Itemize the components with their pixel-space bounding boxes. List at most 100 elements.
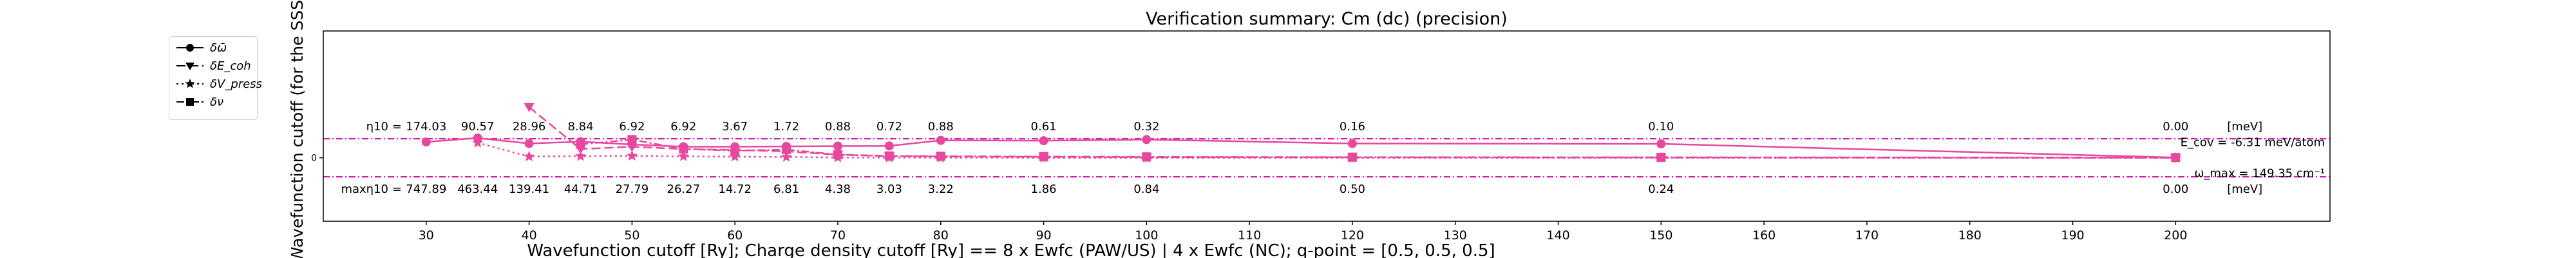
max-eta-value-30: 747.89 [406,183,446,196]
chart-title: Verification summary: Cm (dc) (precision… [1146,9,1508,29]
eta-unit: [meV] [2227,120,2262,134]
eta-value-65: 1.72 [773,120,799,134]
series-0-point-90 [1039,136,1048,146]
x-tick-label-170: 170 [1855,228,1879,243]
series-0-point-30 [421,137,431,147]
series-0-point-75 [884,141,894,151]
y-tick-label-0: 0 [311,154,317,164]
x-tick-label-50: 50 [624,228,639,243]
series-2-point-45 [574,150,586,161]
x-tick-label-30: 30 [419,228,434,243]
series-3-point-50 [627,135,637,144]
eta-value-40: 28.96 [513,120,546,134]
max-eta-value-65: 6.81 [773,183,799,196]
series-1-point-50 [627,143,638,152]
series-3-point-100 [1142,152,1151,162]
max-eta-value-55: 26.27 [667,183,701,196]
legend-label-1: δE_coh [210,59,251,73]
series-line-0 [426,137,2176,159]
series-0-point-40 [524,139,534,148]
legend-marker-1 [185,63,194,70]
x-tick-label-190: 190 [2061,228,2084,243]
series-2-point-65 [781,151,792,162]
eta-value-100: 0.32 [1133,120,1159,134]
x-tick-label-80: 80 [933,228,949,243]
eta-label: η10 = [366,120,402,134]
max-eta-value-50: 27.79 [616,183,649,196]
series-2-point-50 [626,150,638,161]
max-eta-value-100: 0.84 [1133,183,1159,196]
eta-value-50: 6.92 [619,120,645,134]
x-tick-label-110: 110 [1238,228,1261,243]
max-eta-value-90: 1.86 [1031,183,1057,196]
max-eta-value-120: 0.50 [1340,183,1365,196]
eta-value-55: 6.92 [670,120,696,134]
x-tick-label-70: 70 [830,228,846,243]
y-axis-label: Wavefunction cutoff (for the SSSP [288,0,307,258]
max-eta-unit: [meV] [2227,183,2262,196]
x-axis-label: Wavefunction cutoff [Ry]; Charge density… [527,241,1495,258]
series-0-point-80 [936,135,945,145]
eta-value-120: 0.16 [1340,120,1365,134]
eta-value-35: 90.57 [461,120,495,134]
x-tick-label-160: 160 [1752,228,1776,243]
series-2-point-35 [472,137,484,148]
eta-value-90: 0.61 [1031,120,1057,134]
max-eta-value-40: 139.41 [509,183,549,196]
x-tick-label-140: 140 [1546,228,1569,243]
series-3-point-70 [833,150,842,159]
series-0-point-150 [1656,139,1666,149]
eta-value-150: 0.10 [1648,120,1674,134]
series-2-point-55 [677,150,689,161]
max-eta-value-45: 44.71 [564,183,598,196]
series-3-point-55 [679,144,688,154]
series-group [421,103,2181,163]
x-tick-label-180: 180 [1958,228,1982,243]
eta-value-200: 0.00 [2163,120,2188,134]
max-eta-value-75: 3.03 [876,183,902,196]
legend [169,36,258,120]
legend-marker-2 [185,79,195,88]
series-3-point-45 [576,139,585,149]
legend-label-0: δω̄ [210,41,227,55]
eta-value-70: 0.88 [825,120,851,134]
max-eta-value-70: 4.38 [825,183,851,196]
x-tick-label-150: 150 [1649,228,1672,243]
legend-marker-3 [186,98,194,106]
x-tick-label-120: 120 [1341,228,1364,243]
x-tick-label-60: 60 [727,228,743,243]
omega-max-annotation: ω_max = 149.35 cm⁻¹ [2194,167,2325,181]
x-tick-label-40: 40 [521,228,536,243]
series-line-3 [580,139,2176,159]
series-3-point-80 [936,152,945,161]
eta-value-80: 0.88 [928,120,954,134]
series-3-point-120 [1347,152,1357,162]
max-eta-value-35: 463.44 [457,183,498,196]
ecov-annotation: E_cov = -6.31 meV/atom [2181,136,2325,150]
max-eta-value-200: 0.00 [2163,183,2188,196]
series-0-point-70 [833,141,842,151]
series-0-point-100 [1142,135,1151,144]
max-eta-label: maxη10 = [341,183,401,196]
series-0-point-120 [1347,139,1357,148]
series-1-point-40 [524,103,535,112]
series-3-point-65 [782,144,791,154]
series-3-point-60 [730,146,740,155]
series-3-point-75 [884,151,894,161]
x-tick-label-100: 100 [1135,228,1158,243]
max-eta-value-150: 0.24 [1648,183,1674,196]
legend-label-3: δν [210,95,223,109]
series-3-point-90 [1039,152,1048,161]
series-3-point-150 [1656,152,1666,162]
series-2-point-40 [524,150,535,161]
eta-value-45: 8.84 [567,120,593,134]
legend-label-2: δV_press [210,77,262,91]
x-tick-label-130: 130 [1444,228,1467,243]
x-tick-label-200: 200 [2164,228,2187,243]
legend-marker-0 [186,44,194,52]
max-eta-value-60: 14.72 [718,183,752,196]
x-tick-label-90: 90 [1036,228,1051,243]
series-2-point-60 [729,150,741,162]
eta-value-75: 0.72 [876,120,902,134]
